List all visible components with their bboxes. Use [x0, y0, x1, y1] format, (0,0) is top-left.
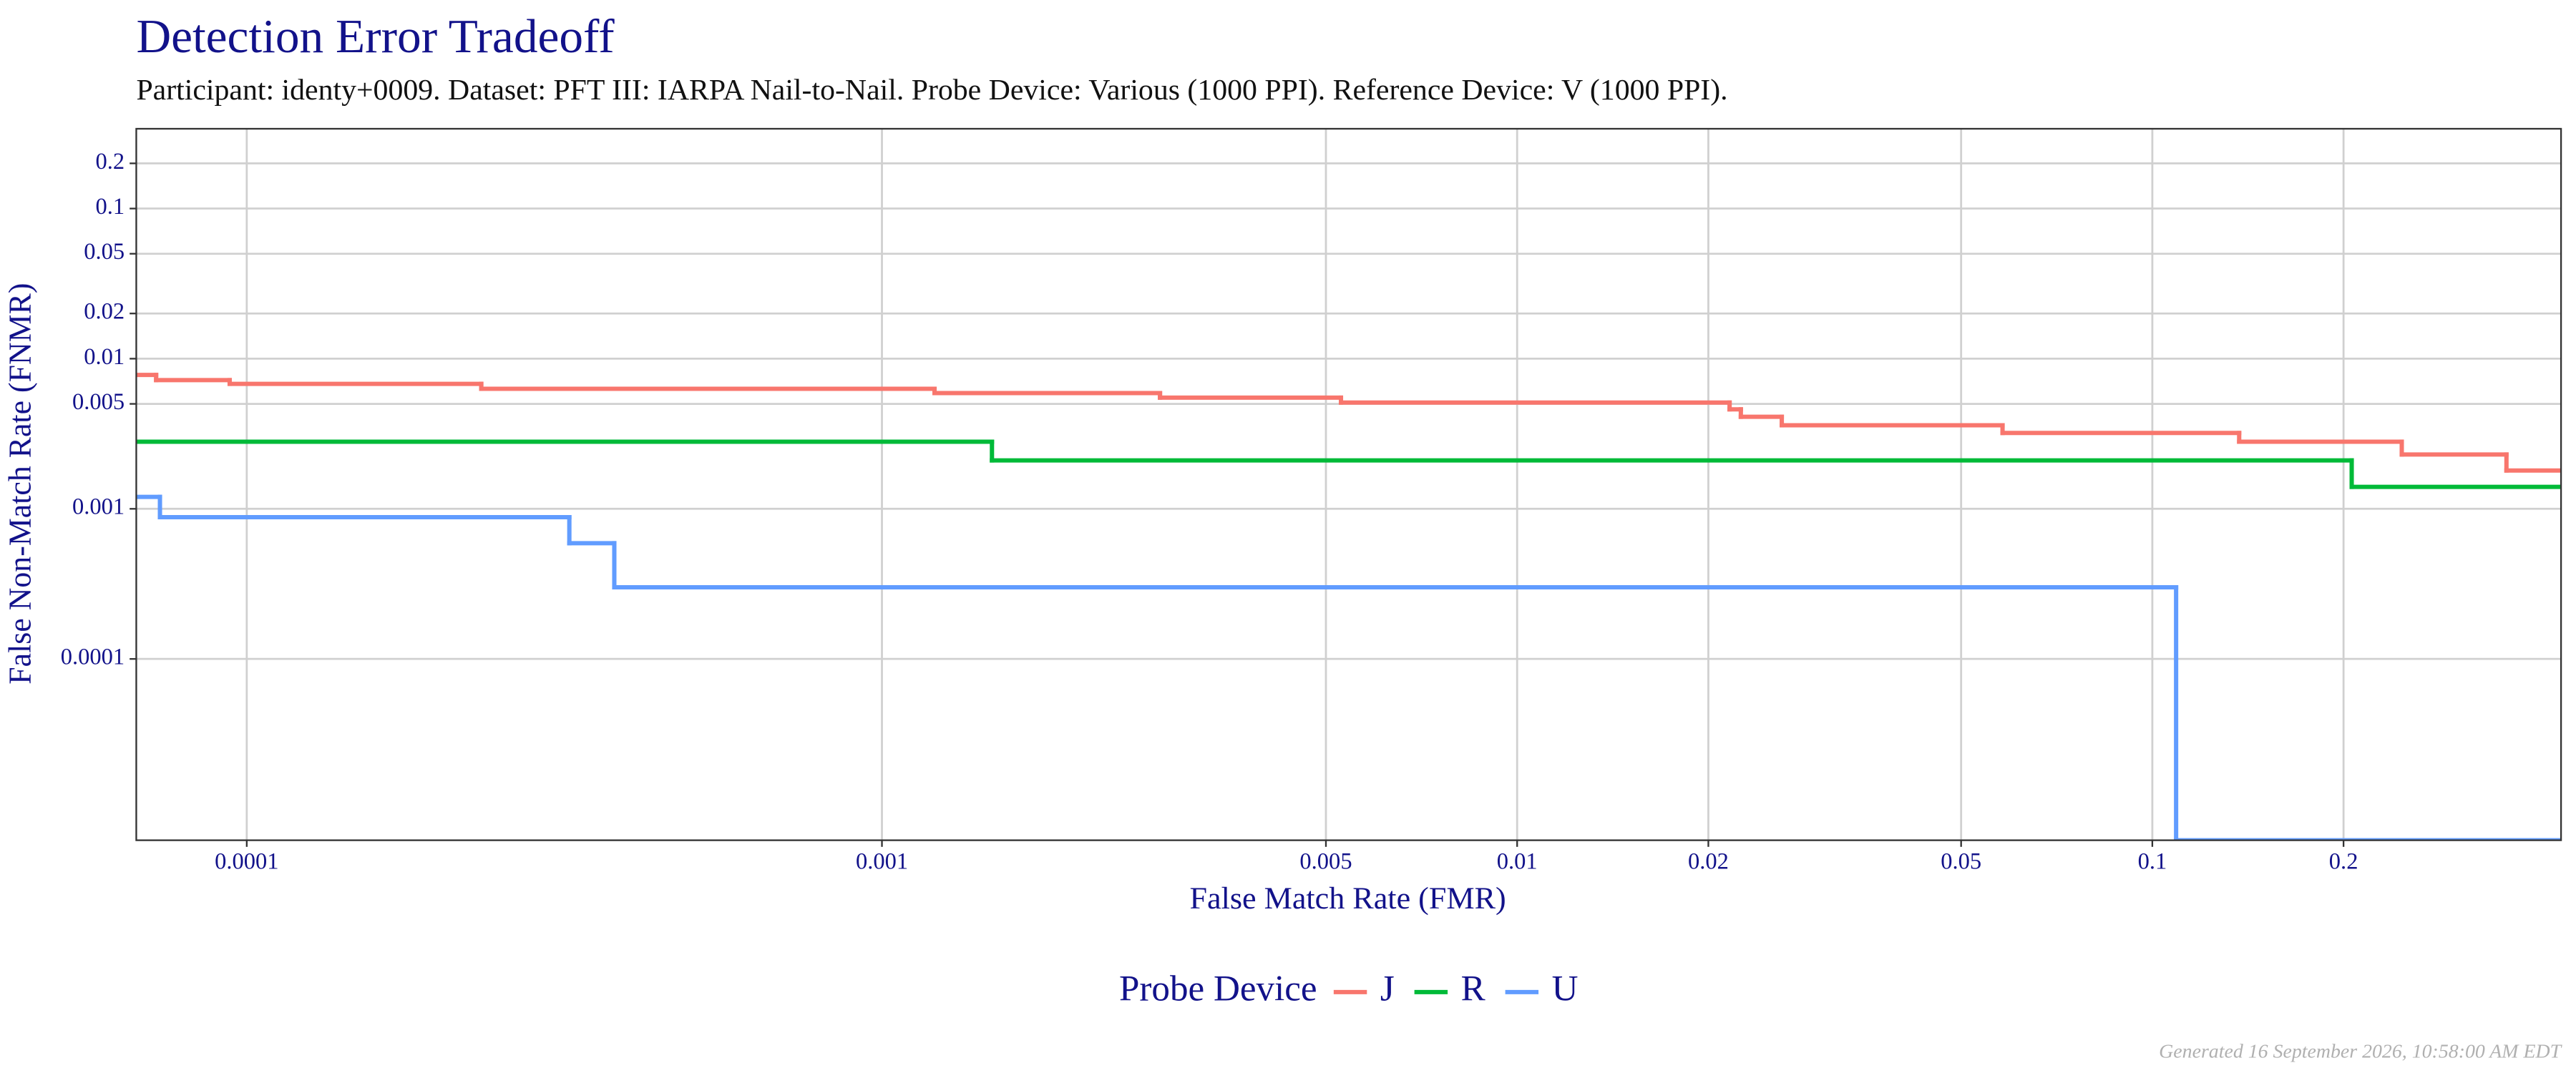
y-tick-label: 0.0001	[61, 645, 125, 670]
plot-lines	[136, 373, 2562, 841]
footer: Generated 16 September 2026, 10:58:00 AM…	[2159, 1041, 2562, 1063]
y-tick-label: 0.01	[84, 344, 125, 370]
y-tick-label: 0.02	[84, 299, 125, 325]
y-tick-label: 0.2	[96, 149, 125, 175]
legend: Probe Device J R U	[1119, 969, 1579, 1009]
y-tick-label: 0.005	[72, 389, 125, 415]
x-tick-label: 0.001	[856, 848, 908, 874]
legend-label: J	[1380, 969, 1395, 1009]
y-tick-label: 0.001	[72, 494, 125, 520]
chart-subtitle: Participant: identy+0009. Dataset: PFT I…	[136, 74, 1727, 107]
x-tick-label: 0.01	[1497, 848, 1538, 874]
axes: 0.0001 0.001 0.005 0.01 0.02 0.05 0.1 0.2 0.0001…	[61, 149, 2358, 874]
x-axis-title: False Match Rate (FMR)	[1189, 881, 1506, 916]
legend-title: Probe Device	[1119, 969, 1317, 1009]
x-tick-label: 0.2	[2329, 848, 2358, 874]
x-tick-label: 0.0001	[215, 848, 278, 874]
y-axis-title: False Non-Match Rate (FNMR)	[3, 283, 38, 685]
x-tick-label: 0.02	[1688, 848, 1729, 874]
x-tick-label: 0.05	[1941, 848, 1981, 874]
legend-label: U	[1552, 969, 1579, 1009]
x-tick-label: 0.1	[2138, 848, 2167, 874]
legend-label: R	[1461, 969, 1485, 1009]
y-tick-label: 0.1	[96, 194, 125, 220]
chart-title: Detection Error Tradeoff	[136, 9, 615, 63]
panel-border	[135, 127, 2562, 841]
y-tick-label: 0.05	[84, 239, 125, 265]
x-tick-label: 0.005	[1299, 848, 1352, 874]
